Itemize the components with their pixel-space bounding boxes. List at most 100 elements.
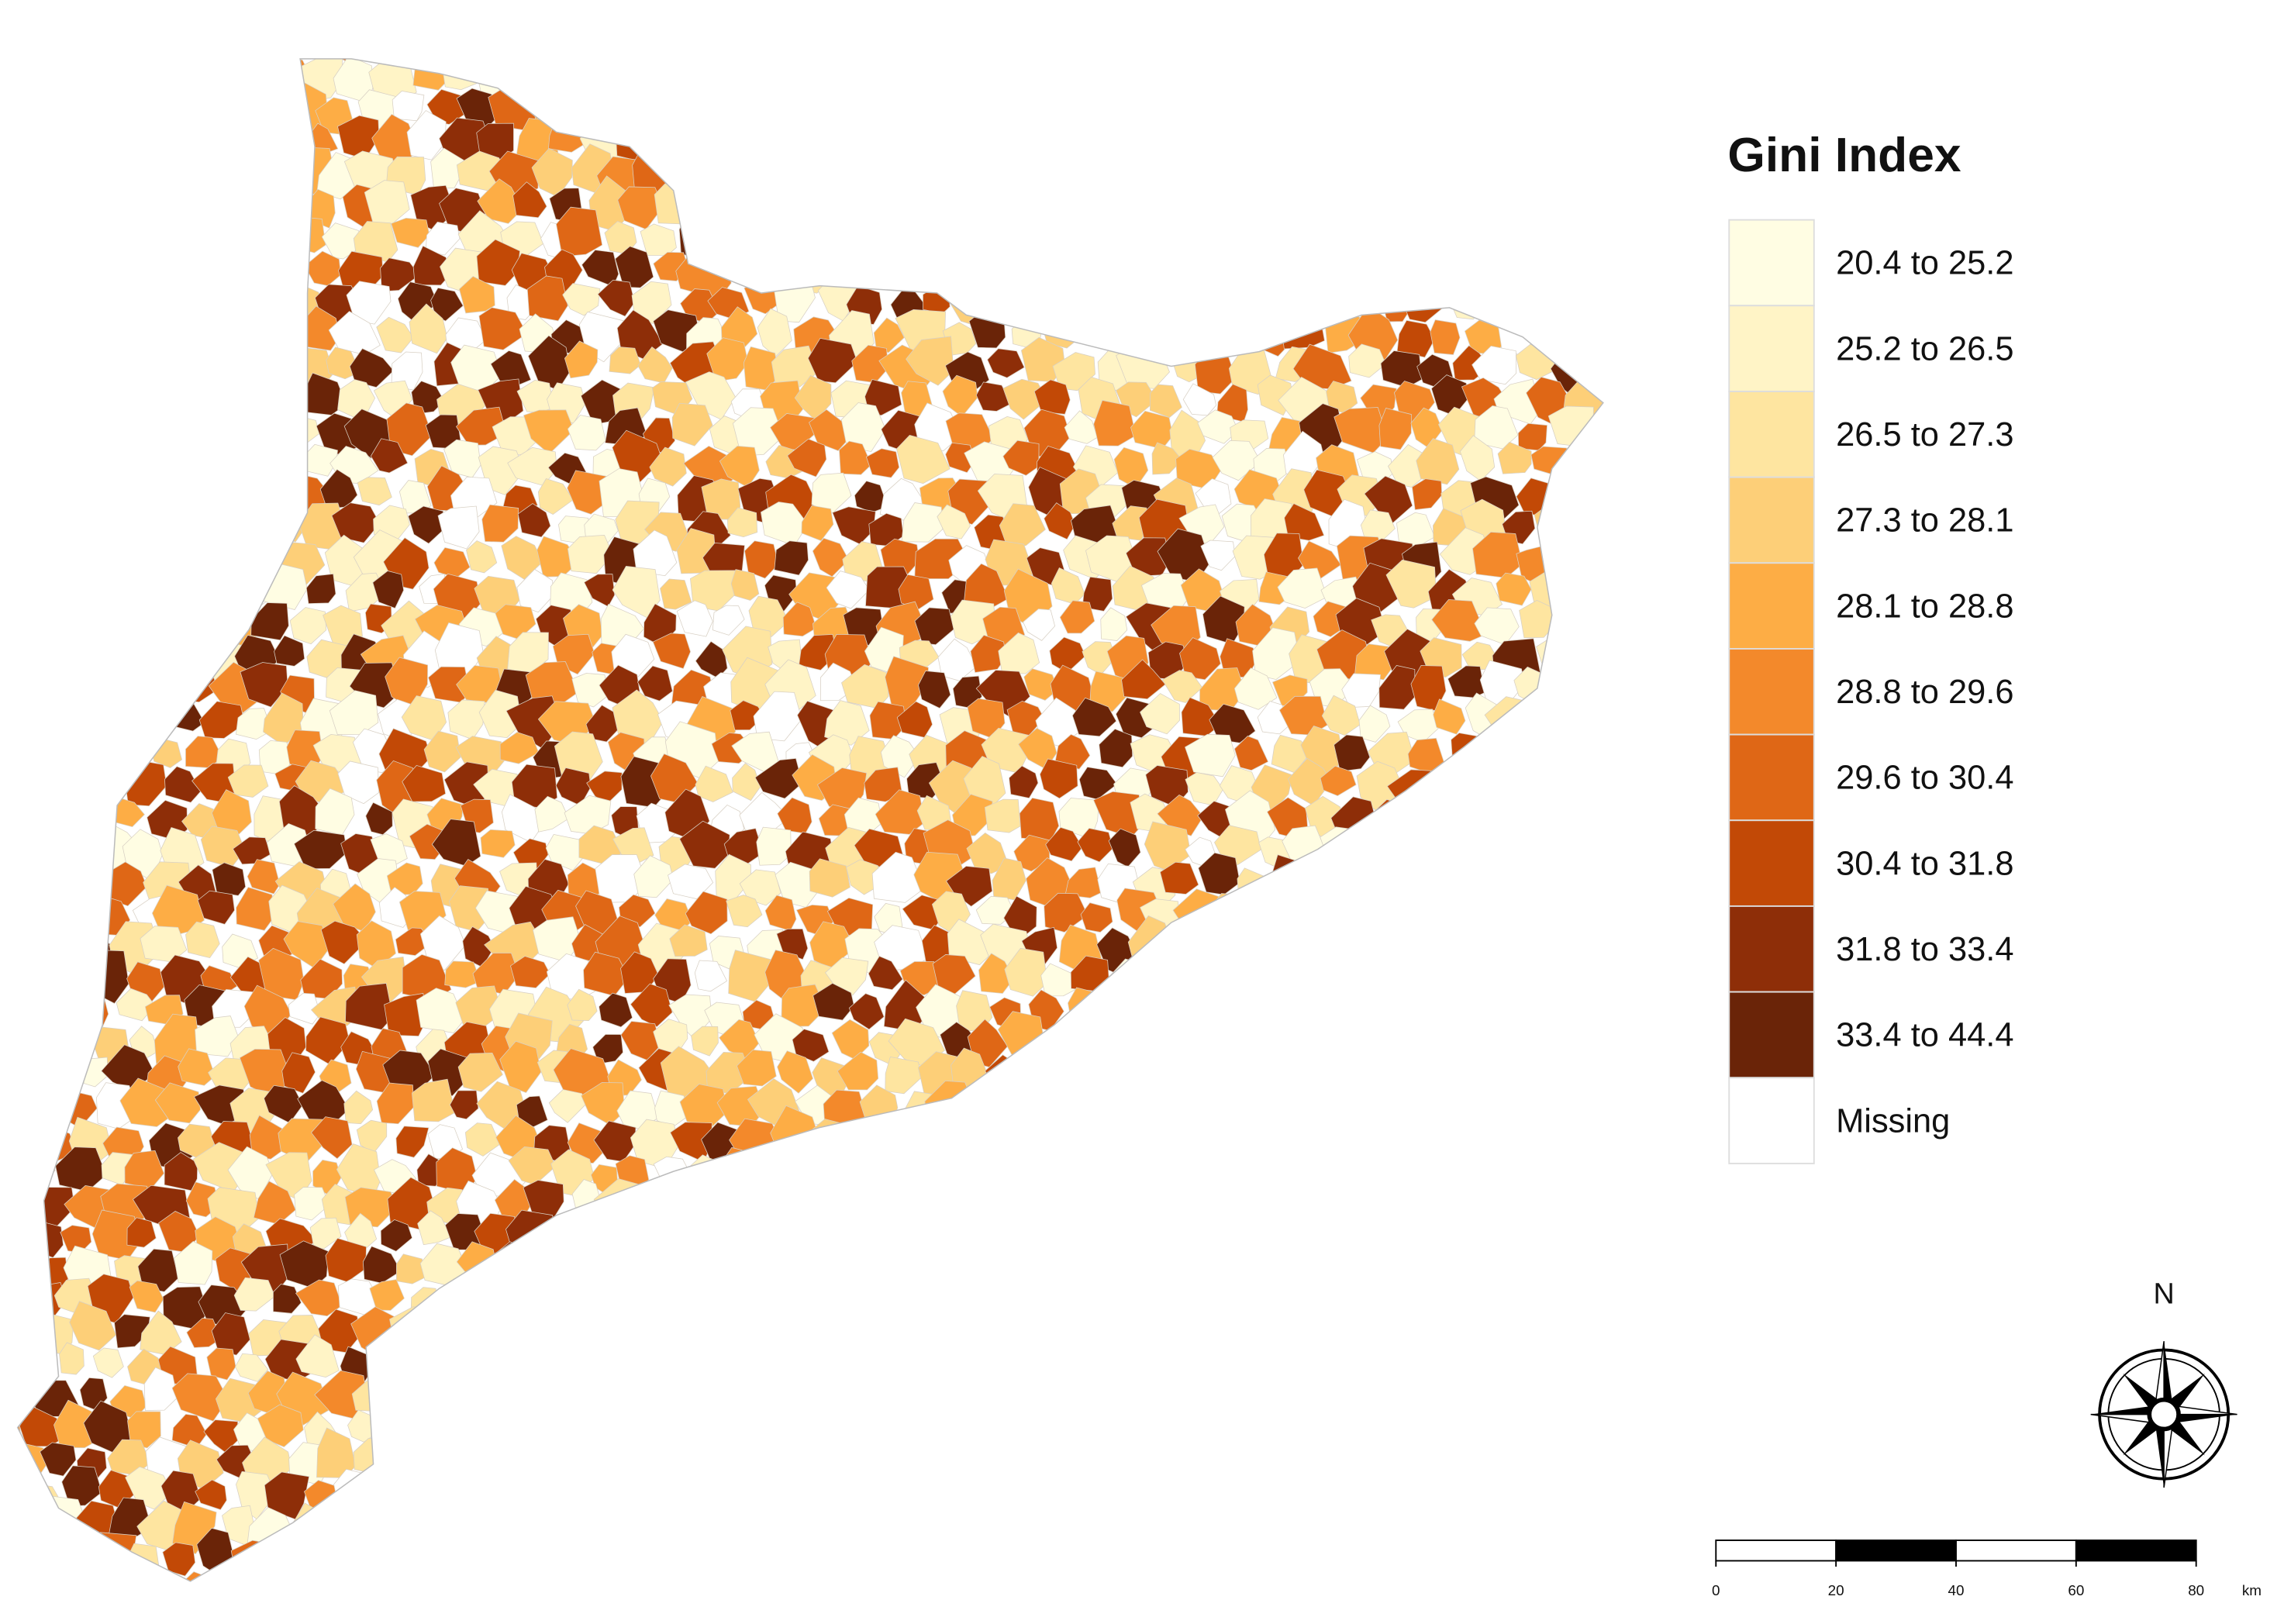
municipality xyxy=(706,58,748,67)
municipality xyxy=(732,407,784,457)
municipality xyxy=(1329,1160,1366,1196)
municipality xyxy=(1486,1190,1521,1227)
municipality xyxy=(1078,1150,1120,1191)
municipality xyxy=(1168,1212,1219,1261)
municipality xyxy=(1266,1119,1305,1156)
municipality xyxy=(17,408,36,445)
municipality xyxy=(1153,1337,1196,1385)
municipality xyxy=(1014,1286,1044,1322)
municipality xyxy=(1623,606,1669,652)
municipality xyxy=(1426,1146,1461,1187)
municipality xyxy=(957,1149,1011,1193)
municipality xyxy=(1054,82,1100,129)
municipality xyxy=(746,1185,785,1219)
municipality xyxy=(1109,1532,1161,1577)
municipality xyxy=(218,418,255,450)
municipality xyxy=(677,1381,709,1412)
municipality xyxy=(1599,1474,1603,1511)
municipality xyxy=(1608,59,1651,95)
municipality xyxy=(718,1217,764,1263)
municipality xyxy=(163,388,198,419)
municipality xyxy=(1274,1315,1313,1355)
municipality xyxy=(1121,659,1166,700)
municipality xyxy=(778,1312,816,1348)
municipality xyxy=(756,1533,792,1573)
municipality xyxy=(1494,58,1536,105)
municipality xyxy=(357,58,404,66)
municipality xyxy=(1365,1502,1409,1553)
municipality xyxy=(426,1573,455,1581)
municipality xyxy=(1432,1018,1469,1064)
municipality xyxy=(1496,1409,1540,1453)
municipality xyxy=(1266,287,1304,325)
municipality xyxy=(1023,668,1059,701)
municipality xyxy=(1149,1284,1181,1321)
municipality xyxy=(494,1562,538,1581)
municipality xyxy=(1530,446,1571,476)
municipality xyxy=(1531,891,1572,935)
municipality xyxy=(19,249,53,289)
municipality xyxy=(777,1050,813,1094)
municipality xyxy=(150,468,198,512)
municipality xyxy=(1547,473,1594,515)
municipality xyxy=(1509,1185,1548,1220)
municipality xyxy=(826,571,870,609)
municipality xyxy=(1447,1434,1482,1474)
municipality xyxy=(281,1052,316,1094)
municipality xyxy=(205,219,251,267)
municipality xyxy=(968,1342,1020,1392)
municipality xyxy=(816,89,846,121)
municipality xyxy=(921,1185,951,1216)
municipality xyxy=(565,58,612,78)
municipality xyxy=(882,1512,915,1545)
municipality xyxy=(273,1284,302,1314)
municipality xyxy=(998,632,1040,674)
municipality xyxy=(1058,1055,1101,1091)
municipality xyxy=(1373,96,1411,133)
municipality xyxy=(929,113,969,157)
municipality xyxy=(1367,1340,1397,1381)
municipality xyxy=(1424,110,1474,162)
municipality xyxy=(36,478,69,519)
municipality xyxy=(1062,155,1098,190)
municipality xyxy=(633,1179,681,1226)
municipality xyxy=(1140,956,1180,991)
municipality xyxy=(516,1545,550,1581)
municipality xyxy=(809,1436,861,1482)
municipality xyxy=(343,1090,374,1125)
municipality xyxy=(1503,130,1540,164)
municipality xyxy=(70,478,110,514)
municipality xyxy=(1185,1030,1223,1066)
municipality xyxy=(1572,1209,1603,1248)
municipality xyxy=(270,124,311,155)
municipality xyxy=(151,212,187,250)
municipality xyxy=(509,1409,568,1459)
municipality xyxy=(227,764,269,798)
municipality xyxy=(1026,1373,1057,1410)
municipality xyxy=(1617,222,1664,265)
municipality xyxy=(806,1311,850,1350)
municipality xyxy=(1443,1309,1493,1359)
municipality xyxy=(807,337,858,384)
municipality xyxy=(754,757,803,799)
municipality xyxy=(695,765,733,802)
municipality xyxy=(1215,115,1255,156)
municipality xyxy=(837,1051,879,1091)
municipality xyxy=(1575,1412,1603,1446)
municipality xyxy=(814,19,847,57)
municipality xyxy=(628,1495,676,1540)
municipality xyxy=(1358,58,1402,102)
municipality xyxy=(1264,1441,1309,1488)
municipality xyxy=(1524,114,1568,158)
municipality xyxy=(1613,802,1658,846)
municipality xyxy=(653,1282,693,1318)
municipality xyxy=(91,768,126,806)
municipality xyxy=(1424,1472,1458,1508)
municipality xyxy=(295,1334,340,1378)
scale-segment xyxy=(2075,1540,2197,1562)
municipality xyxy=(501,536,543,580)
municipality xyxy=(1061,1382,1093,1415)
municipality xyxy=(988,1384,1030,1422)
municipality xyxy=(535,1446,568,1475)
